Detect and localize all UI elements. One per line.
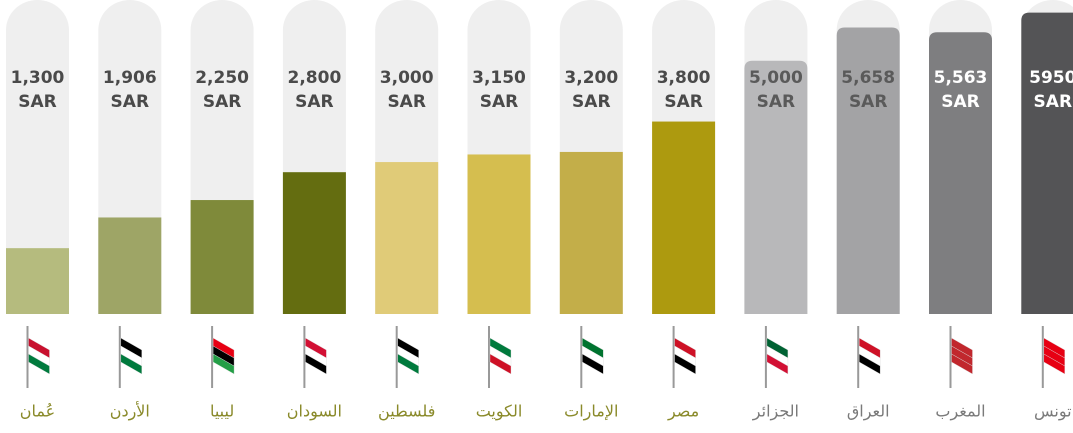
- flag-icon: [26, 326, 50, 388]
- unit-label: SAR: [941, 92, 980, 112]
- flag-icon: [672, 326, 696, 388]
- unit-label: SAR: [849, 92, 888, 112]
- flag-icon: [857, 326, 881, 388]
- category-label: الكويت: [476, 402, 523, 422]
- unit-label: SAR: [295, 92, 334, 112]
- value-label: 3,000: [380, 68, 434, 88]
- value-label: 2,250: [195, 68, 249, 88]
- flag-stripe: [951, 353, 973, 375]
- bar: [375, 162, 439, 314]
- flag-stripe: [489, 353, 512, 375]
- value-label: 5,563: [934, 68, 988, 88]
- value-label: 1,906: [103, 68, 157, 88]
- bar: [6, 248, 69, 314]
- flag-stripe: [28, 353, 50, 375]
- category-label: مصر: [667, 402, 699, 422]
- flag-stripe: [212, 353, 235, 375]
- category-label: السودان: [287, 402, 342, 422]
- category-label: ليبيا: [210, 402, 234, 421]
- value-label: 3,800: [657, 68, 711, 88]
- bar: [836, 27, 900, 314]
- flag-stripe: [397, 353, 419, 375]
- flag-stripe: [859, 353, 881, 375]
- flag-icon: [211, 326, 235, 388]
- flag-icon: [949, 326, 973, 388]
- value-label: 2,800: [288, 68, 342, 88]
- category-label: الجزائر: [752, 402, 799, 422]
- flag-icon: [118, 326, 143, 388]
- unit-label: SAR: [111, 92, 150, 112]
- flag-icon: [488, 326, 512, 388]
- flag-icon: [764, 326, 789, 388]
- bar: [190, 200, 254, 314]
- category-label: عُمان: [20, 402, 55, 421]
- value-label: 5950: [1029, 68, 1073, 88]
- category-label: العراق: [847, 402, 890, 422]
- flag-icon: [395, 326, 419, 388]
- flag-icon: [1041, 326, 1066, 388]
- category-label: الأردن: [110, 401, 150, 422]
- value-label: 1,300: [11, 68, 65, 88]
- category-label: الإمارات: [564, 402, 618, 422]
- unit-label: SAR: [203, 92, 242, 112]
- flag-icon: [303, 326, 327, 388]
- flag-stripe: [1043, 353, 1066, 375]
- category-label: تونس: [1034, 402, 1072, 422]
- unit-label: SAR: [757, 92, 796, 112]
- bar: [282, 172, 346, 314]
- flag-stripe: [766, 353, 789, 375]
- category-label: المغرب: [935, 402, 985, 422]
- flag-icon: [580, 326, 604, 388]
- value-label: 5,000: [749, 68, 803, 88]
- category-label: فلسطين: [378, 402, 435, 422]
- flag-stripe: [582, 353, 604, 375]
- bar: [929, 32, 992, 315]
- unit-label: SAR: [664, 92, 703, 112]
- unit-label: SAR: [480, 92, 519, 112]
- flag-stripe: [305, 353, 327, 375]
- bar: [744, 60, 808, 314]
- bar: [467, 154, 531, 314]
- bar: [652, 121, 716, 314]
- unit-label: SAR: [18, 92, 57, 112]
- bar-track: [6, 0, 69, 314]
- flag-stripe: [674, 353, 696, 375]
- unit-label: SAR: [572, 92, 611, 112]
- unit-label: SAR: [1034, 92, 1073, 112]
- bar: [98, 217, 162, 314]
- value-label: 5,658: [841, 68, 895, 88]
- value-label: 3,150: [472, 68, 526, 88]
- bar: [559, 151, 623, 314]
- flag-stripe: [120, 353, 143, 375]
- unit-label: SAR: [387, 92, 426, 112]
- bar: [1021, 12, 1073, 314]
- value-label: 3,200: [564, 68, 618, 88]
